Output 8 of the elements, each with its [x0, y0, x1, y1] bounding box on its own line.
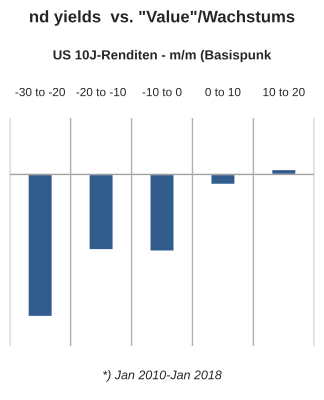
chart-subtitle: US 10J-Renditen - m/m (Basispunk — [54, 50, 272, 62]
x-tick-label: -10 to 0 — [142, 88, 182, 96]
x-tick-label: -30 to -20 — [15, 88, 65, 96]
text: *) Jan 2010-Jan 2018 — [102, 370, 222, 382]
x-tick-label: -20 to -10 — [76, 88, 126, 96]
x-tick-label: 10 to 20 — [263, 88, 305, 96]
chart-title: nd yields vs. "Value"/Wachstums — [30, 10, 294, 26]
x-tick-label: 0 to 10 — [205, 88, 241, 96]
